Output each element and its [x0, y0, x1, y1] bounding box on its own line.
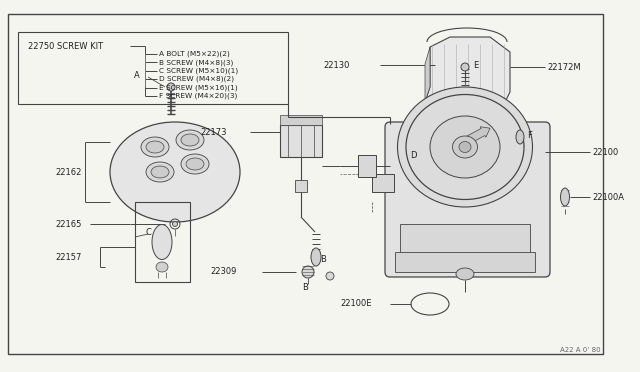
Ellipse shape: [397, 87, 532, 207]
Ellipse shape: [561, 188, 570, 206]
Ellipse shape: [459, 141, 471, 153]
Bar: [400, 224, 530, 264]
Text: A22 A 0’ 80: A22 A 0’ 80: [560, 347, 600, 353]
Text: B: B: [320, 256, 326, 264]
Polygon shape: [492, 100, 500, 106]
Polygon shape: [425, 37, 510, 102]
Ellipse shape: [146, 141, 164, 153]
Ellipse shape: [110, 122, 240, 222]
Ellipse shape: [456, 268, 474, 280]
Ellipse shape: [461, 63, 469, 71]
Polygon shape: [425, 47, 430, 102]
Ellipse shape: [151, 166, 169, 178]
Polygon shape: [430, 100, 438, 106]
Text: 22165: 22165: [55, 219, 81, 228]
Text: F: F: [527, 131, 532, 140]
Ellipse shape: [141, 137, 169, 157]
Text: 22157: 22157: [55, 253, 81, 262]
Ellipse shape: [452, 136, 477, 158]
Ellipse shape: [152, 224, 172, 260]
Text: 22309: 22309: [210, 267, 236, 276]
Ellipse shape: [516, 130, 524, 144]
Text: 22162: 22162: [55, 167, 81, 176]
Ellipse shape: [326, 272, 334, 280]
FancyArrow shape: [453, 127, 490, 151]
Bar: [358, 155, 376, 177]
Text: D: D: [410, 151, 416, 160]
Text: 22130: 22130: [324, 61, 350, 70]
Ellipse shape: [167, 83, 175, 91]
Ellipse shape: [302, 266, 314, 278]
Text: D SCREW (M4×8)(2): D SCREW (M4×8)(2): [159, 76, 234, 83]
Text: E SCREW (M5×16)(1): E SCREW (M5×16)(1): [159, 84, 237, 91]
Text: F SCREW (M4×20)(3): F SCREW (M4×20)(3): [159, 93, 237, 99]
FancyBboxPatch shape: [385, 122, 550, 277]
Bar: [18, 32, 288, 104]
Ellipse shape: [181, 134, 199, 146]
Text: B SCREW (M4×8)(3): B SCREW (M4×8)(3): [159, 59, 234, 65]
Text: 22750 SCREW KIT: 22750 SCREW KIT: [28, 42, 103, 51]
Bar: [395, 252, 535, 272]
Text: C: C: [145, 228, 151, 237]
Ellipse shape: [176, 130, 204, 150]
Text: 22100A: 22100A: [592, 192, 624, 202]
Text: A: A: [134, 71, 140, 80]
Bar: [135, 202, 190, 282]
Text: E: E: [473, 61, 478, 70]
Ellipse shape: [186, 158, 204, 170]
Text: 22173: 22173: [200, 128, 227, 137]
Ellipse shape: [156, 262, 168, 272]
Ellipse shape: [181, 154, 209, 174]
Text: C SCREW (M5×10)(1): C SCREW (M5×10)(1): [159, 68, 238, 74]
Text: 22172M: 22172M: [547, 62, 580, 71]
Ellipse shape: [173, 221, 177, 227]
Text: B: B: [302, 282, 308, 292]
Ellipse shape: [430, 116, 500, 178]
Text: A BOLT (M5×22)(2): A BOLT (M5×22)(2): [159, 51, 230, 57]
Bar: [280, 125, 322, 157]
Ellipse shape: [146, 162, 174, 182]
Bar: [295, 180, 307, 192]
Text: 22100: 22100: [592, 148, 618, 157]
Bar: [280, 115, 322, 125]
Text: 22100E: 22100E: [340, 299, 371, 308]
Ellipse shape: [311, 248, 321, 266]
Bar: [372, 174, 394, 192]
